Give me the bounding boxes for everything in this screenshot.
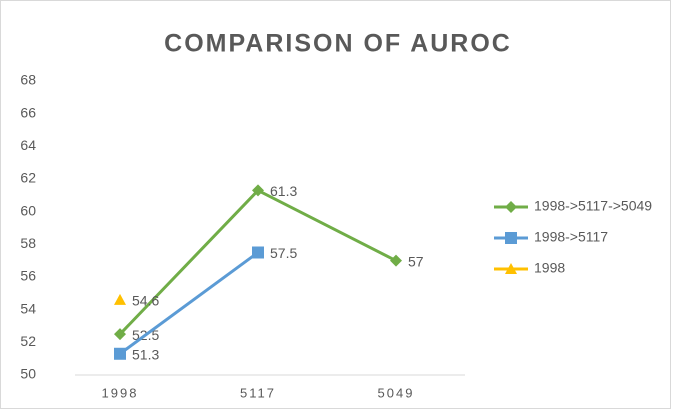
legend-label: 1998->5117 <box>534 229 608 245</box>
data-point <box>114 347 126 360</box>
data-point <box>252 246 264 259</box>
x-tick-label: 5049 <box>378 385 415 400</box>
legend-marker <box>505 201 517 213</box>
legend-label: 1998 <box>534 260 565 276</box>
x-tick-label: 1998 <box>102 385 139 400</box>
chart-title: COMPARISON OF AUROC <box>164 30 512 58</box>
x-tick-label: 5117 <box>240 385 276 400</box>
legend-marker <box>505 232 517 244</box>
legend-label: 1998->5117->5049 <box>534 198 652 214</box>
data-label: 61.3 <box>270 183 297 199</box>
y-tick-label: 50 <box>20 366 36 382</box>
data-point <box>114 328 126 341</box>
y-tick-label: 56 <box>20 268 36 284</box>
y-tick-label: 68 <box>20 72 36 88</box>
y-tick-label: 54 <box>20 300 36 316</box>
series-line <box>119 251 259 355</box>
data-point <box>114 293 126 305</box>
y-tick-label: 64 <box>20 137 36 153</box>
y-tick-label: 60 <box>20 202 36 218</box>
data-label: 57 <box>408 253 424 269</box>
data-point <box>390 254 402 267</box>
legend-marker <box>505 263 517 274</box>
y-tick-label: 62 <box>20 170 36 186</box>
data-label: 57.5 <box>270 245 297 261</box>
data-point <box>252 184 264 197</box>
data-label: 51.3 <box>132 346 159 362</box>
y-tick-label: 58 <box>20 235 36 251</box>
y-tick-label: 66 <box>20 104 36 120</box>
data-label: 54.6 <box>132 293 159 309</box>
y-tick-label: 52 <box>20 333 36 349</box>
